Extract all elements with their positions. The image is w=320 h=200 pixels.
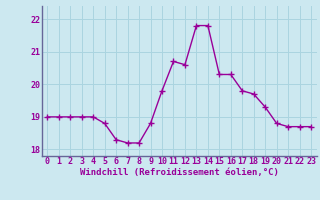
X-axis label: Windchill (Refroidissement éolien,°C): Windchill (Refroidissement éolien,°C): [80, 168, 279, 177]
